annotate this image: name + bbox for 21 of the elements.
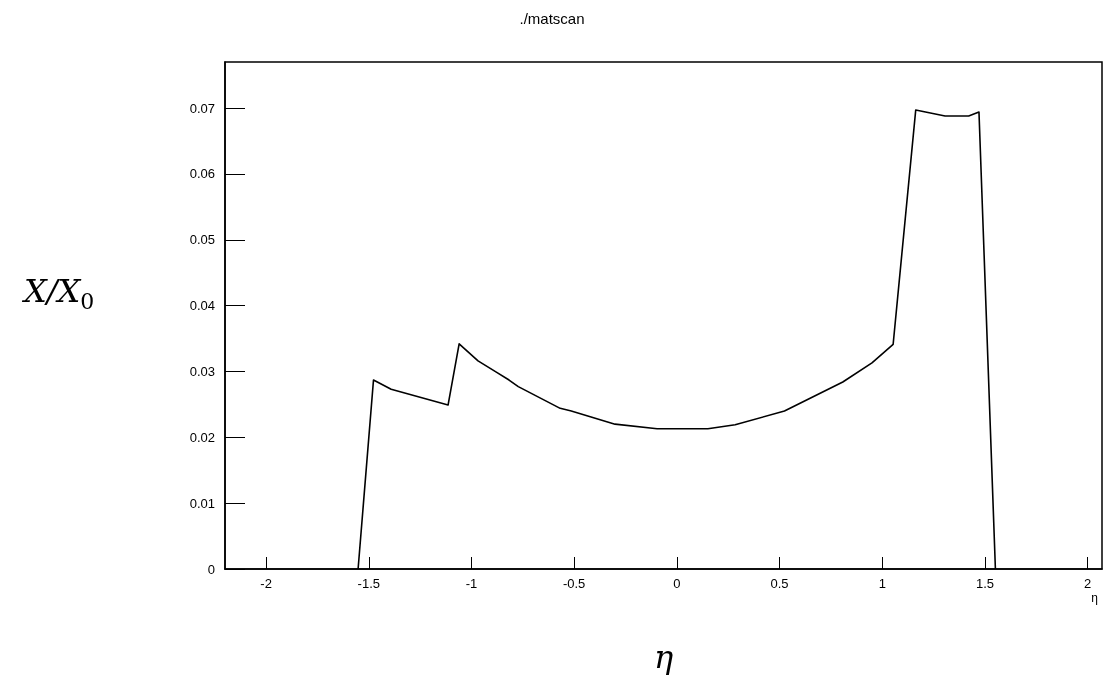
- x-tick-label: -2: [260, 576, 272, 591]
- x-tick-label: 1.5: [975, 576, 994, 591]
- y-tick-label: 0.03: [189, 363, 215, 379]
- y-tick-label: 0.02: [189, 429, 215, 445]
- y-tick-label: 0.04: [189, 298, 215, 314]
- x-tick-label: -0.5: [562, 576, 586, 591]
- y-tick-label: 0: [207, 561, 215, 577]
- x-tick-label: -1: [465, 576, 478, 591]
- y-tick-label: 0.06: [189, 166, 215, 182]
- x-tick-label: 1: [878, 576, 886, 591]
- x-tick-label: 0.5: [770, 576, 789, 591]
- x-axis-title: η: [653, 638, 674, 676]
- x-tick-label: 2: [1084, 576, 1092, 591]
- x-tick-label: 0: [673, 576, 681, 591]
- x-tick-label: -1.5: [357, 576, 380, 591]
- chart-title: ./matscan: [519, 10, 585, 27]
- y-tick-label: 0.01: [189, 495, 215, 511]
- y-tick-label: 0.05: [189, 232, 215, 248]
- y-axis-title: X/X$_{0}$: [24, 272, 95, 315]
- text: η: [1091, 591, 1099, 605]
- y-tick-label: 0.07: [189, 100, 215, 116]
